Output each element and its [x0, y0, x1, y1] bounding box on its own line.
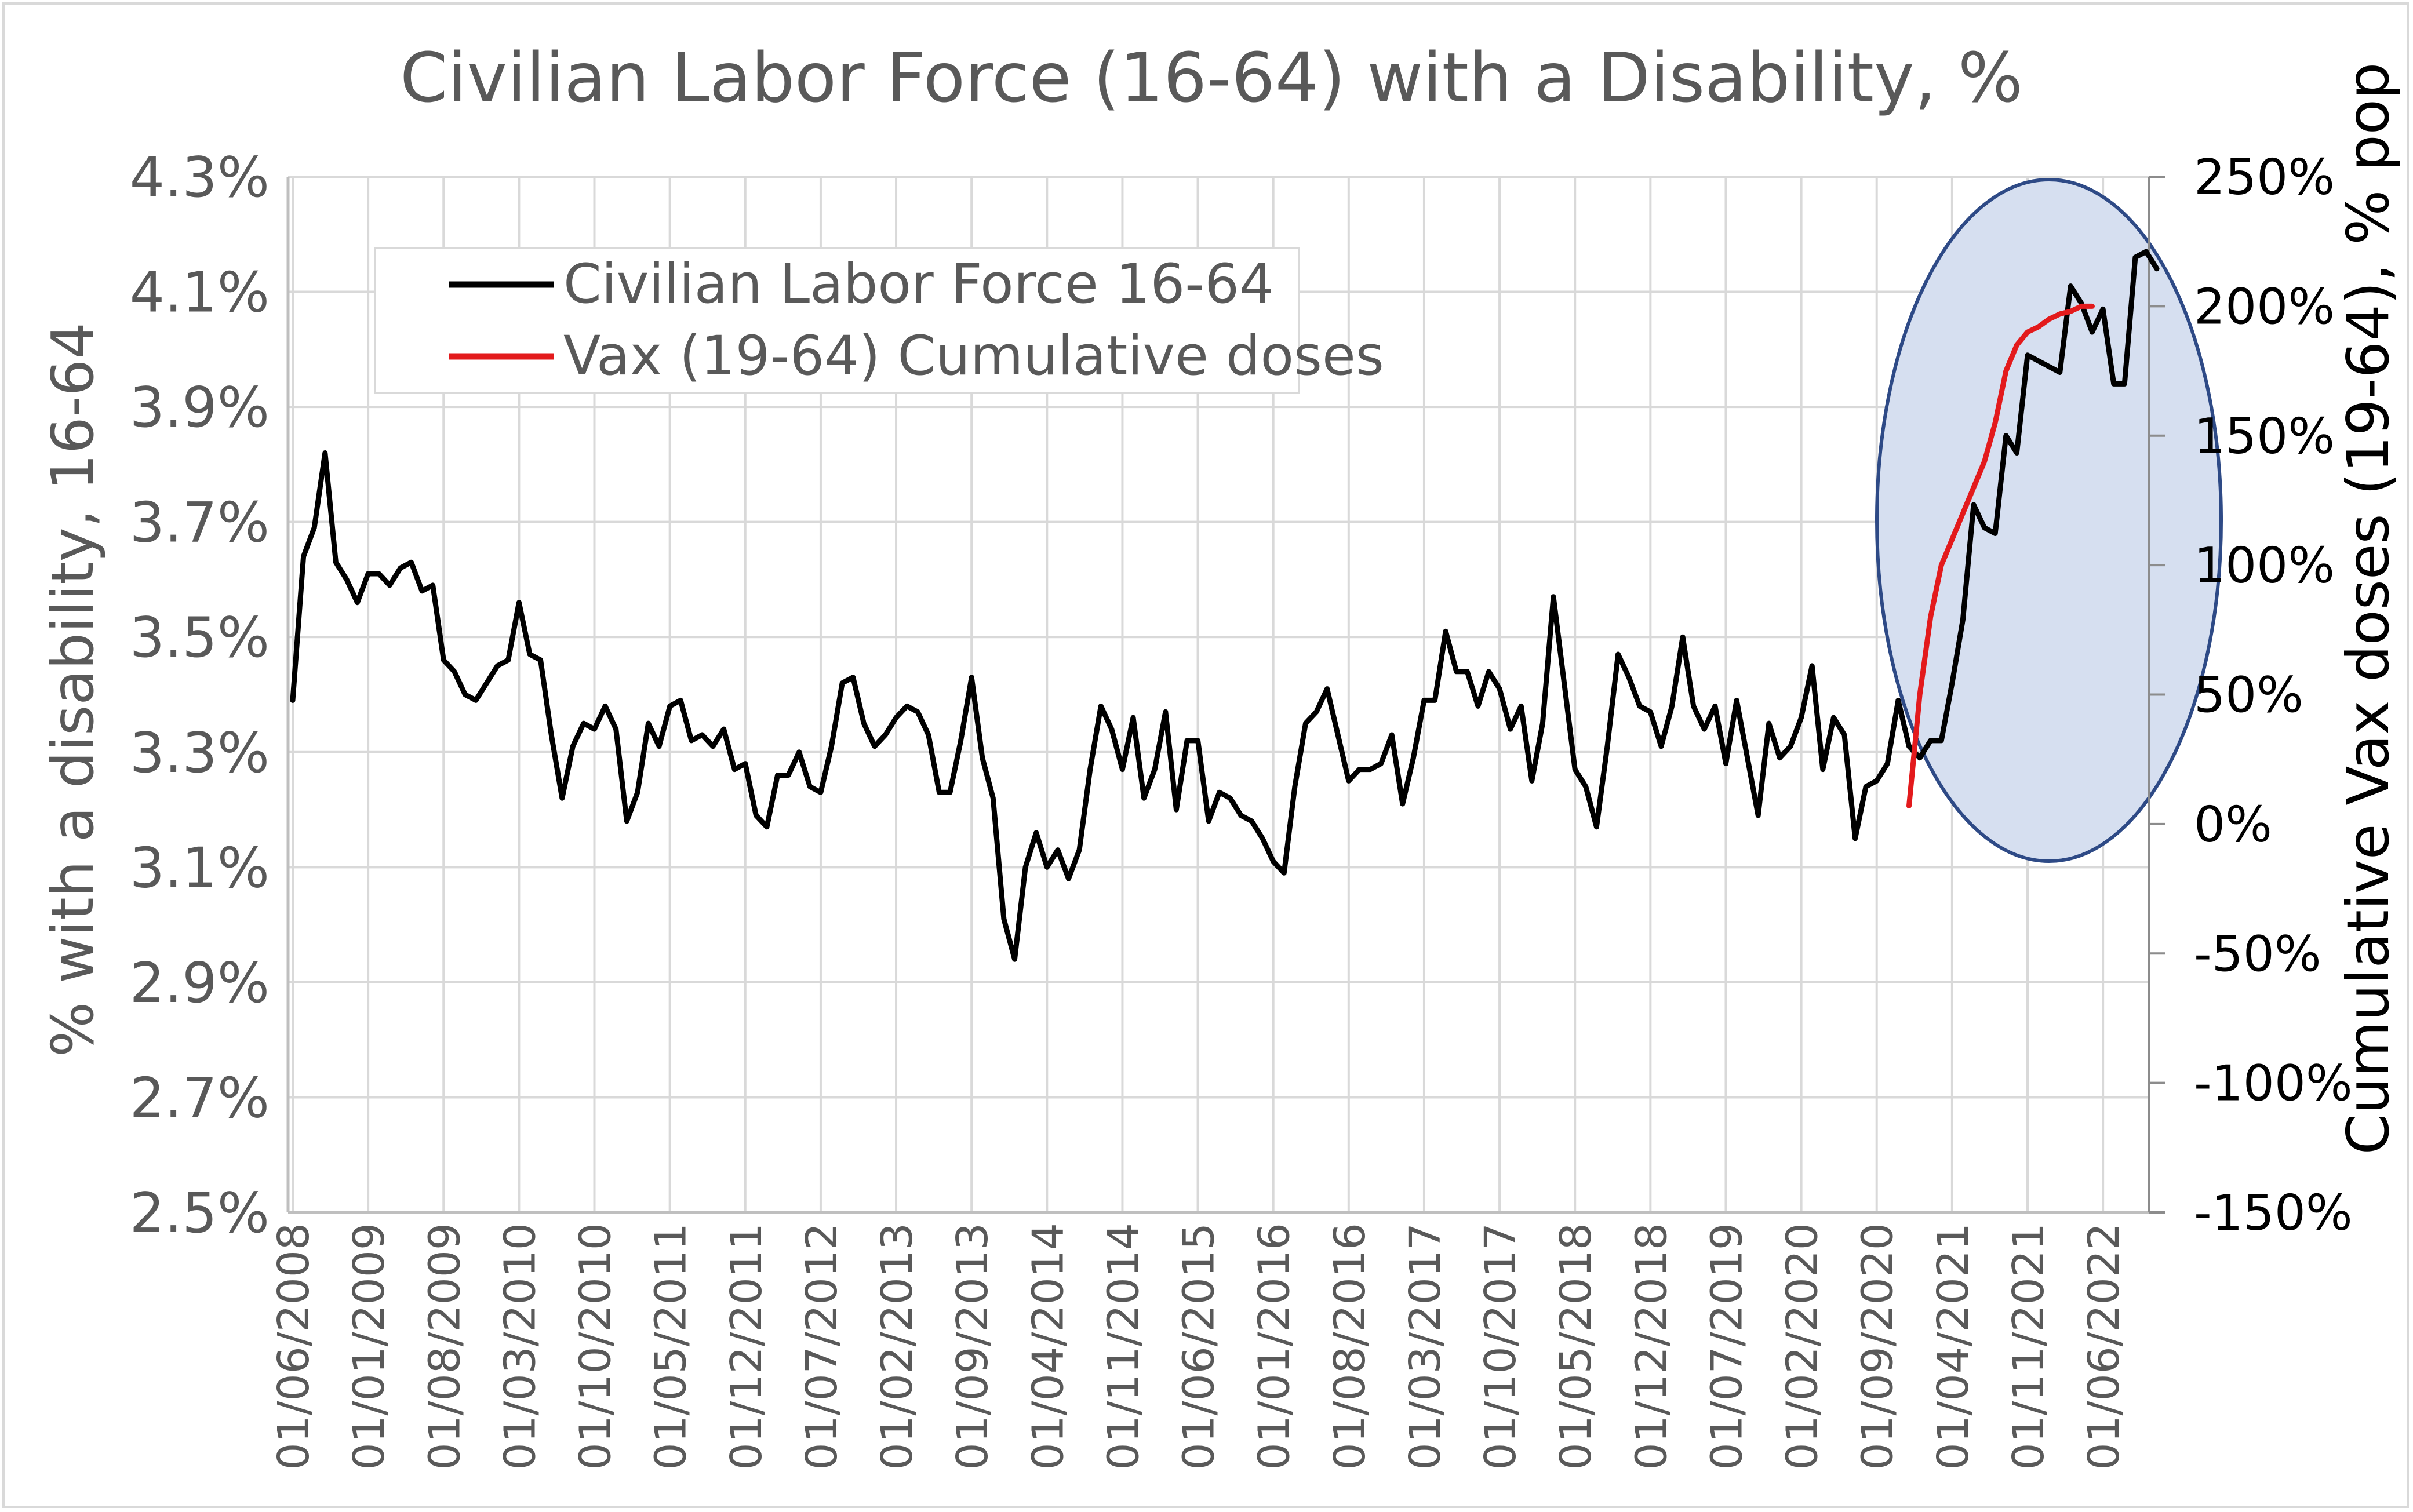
- legend: Civilian Labor Force 16-64 Vax (19-64) C…: [374, 247, 1384, 394]
- right-axis-title: Cumulative Vax doses (19-64), % pop: [2334, 63, 2402, 1155]
- x-tick-label: 01/12/2018: [1626, 1223, 1676, 1470]
- y-tick-label: 3.3%: [130, 722, 270, 785]
- x-tick-label: 01/11/2021: [2004, 1223, 2054, 1470]
- x-tick-label: 01/07/2019: [1702, 1223, 1752, 1470]
- series-line-vax: [1906, 303, 2095, 809]
- y-tick-label: 4.1%: [130, 261, 270, 325]
- y-tick-label: 2.5%: [130, 1182, 270, 1245]
- x-tick-label: 01/01/2016: [1250, 1223, 1300, 1470]
- legend-label-labor-force: Civilian Labor Force 16-64: [563, 253, 1274, 316]
- x-tick-label: 01/11/2014: [1098, 1223, 1148, 1470]
- right-axis-tick-marks: [2149, 176, 2165, 1214]
- y-tick-label: 3.7%: [130, 491, 270, 555]
- y2-tick-label: -150%: [2194, 1185, 2353, 1242]
- legend-label-vax: Vax (19-64) Cumulative doses: [563, 325, 1384, 388]
- x-tick-label: 01/04/2014: [1023, 1223, 1073, 1470]
- x-tick-label: 01/10/2010: [571, 1223, 621, 1470]
- x-tick-label: 01/03/2010: [495, 1223, 545, 1470]
- x-tick-label: 01/01/2009: [344, 1223, 394, 1470]
- x-tick-label: 01/05/2018: [1551, 1223, 1601, 1470]
- x-tick-label: 01/02/2020: [1778, 1223, 1828, 1470]
- y-tick-label: 3.1%: [130, 836, 270, 900]
- x-tick-label: 01/08/2009: [420, 1223, 470, 1470]
- x-tick-label: 01/08/2016: [1325, 1223, 1375, 1470]
- y2-tick-label: 100%: [2194, 537, 2335, 595]
- y2-tick-label: 200%: [2194, 278, 2335, 336]
- y2-tick-label: 150%: [2194, 408, 2335, 465]
- x-tick-label: 01/07/2012: [797, 1223, 847, 1470]
- chart-title: Civilian Labor Force (16-64) with a Disa…: [400, 38, 2023, 118]
- x-tick-label: 01/02/2013: [872, 1223, 922, 1470]
- y2-tick-label: -50%: [2194, 926, 2321, 983]
- left-axis-title: % with a disability, 16-64: [39, 322, 107, 1057]
- x-tick-label: 01/04/2021: [1928, 1223, 1978, 1470]
- x-tick-label: 01/09/2013: [948, 1223, 998, 1470]
- legend-box: [374, 247, 1300, 394]
- y-tick-label: 3.5%: [130, 606, 270, 670]
- y-tick-label: 4.3%: [130, 146, 270, 210]
- series-line-labor-force: [290, 249, 2160, 962]
- labels-layer: 4.3% 4.1% 3.9% 3.7% 3.5% 3.3% 3.1% 2.9% 2.7% 2.5%…: [130, 146, 2353, 1470]
- y2-tick-label: 50%: [2194, 667, 2303, 724]
- x-tick-label: 01/09/2020: [1853, 1223, 1903, 1470]
- x-tick-label: 01/10/2017: [1476, 1223, 1526, 1470]
- x-tick-label: 01/05/2011: [646, 1223, 696, 1470]
- series-layer: [290, 249, 2160, 962]
- x-tick-label: 01/03/2017: [1400, 1223, 1450, 1470]
- y-tick-label: 3.9%: [130, 376, 270, 440]
- highlight-ellipse: [1875, 178, 2223, 863]
- x-tick-label: 01/06/2015: [1174, 1223, 1224, 1470]
- x-tick-label: 01/06/2022: [2079, 1223, 2129, 1470]
- y-tick-label: 2.9%: [130, 952, 270, 1015]
- x-tick-label: 01/06/2008: [269, 1223, 319, 1470]
- y2-tick-label: 250%: [2194, 149, 2335, 206]
- y-tick-label: 2.7%: [130, 1066, 270, 1130]
- x-tick-label: 01/12/2011: [722, 1223, 771, 1470]
- y2-tick-label: -100%: [2194, 1055, 2353, 1113]
- y2-tick-label: 0%: [2194, 796, 2272, 854]
